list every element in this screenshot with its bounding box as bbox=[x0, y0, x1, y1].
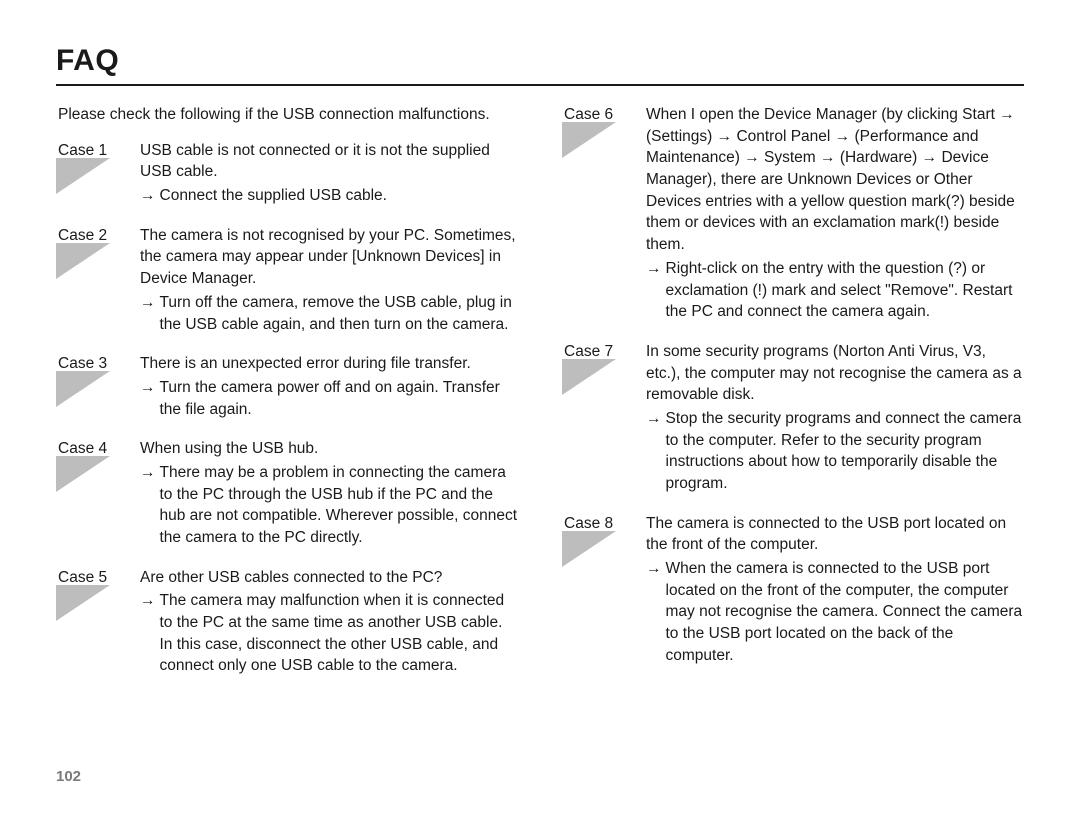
case-action-text: Right-click on the entry with the questi… bbox=[666, 258, 1025, 323]
case-body: USB cable is not connected or it is not … bbox=[140, 140, 518, 207]
case-action: → Connect the supplied USB cable. bbox=[140, 185, 518, 207]
arrow-icon: → bbox=[140, 292, 160, 314]
arrow-icon: → bbox=[646, 408, 666, 430]
case-label-wrap: Case 7 bbox=[562, 341, 634, 363]
case-block: Case 4 When using the USB hub. → There m… bbox=[56, 438, 518, 548]
case-action-text: Turn the camera power off and on again. … bbox=[160, 377, 519, 420]
page-number: 102 bbox=[56, 768, 81, 785]
case-label: Case 1 bbox=[56, 140, 128, 162]
faq-page: FAQ Please check the following if the US… bbox=[0, 0, 1080, 815]
case-triangle-icon bbox=[56, 456, 110, 492]
case-label-wrap: Case 4 bbox=[56, 438, 128, 460]
case-label: Case 4 bbox=[56, 438, 128, 460]
case-label: Case 6 bbox=[562, 104, 634, 126]
case-desc: USB cable is not connected or it is not … bbox=[140, 140, 518, 183]
case-block: Case 7 In some security programs (Norton… bbox=[562, 341, 1024, 495]
case-body: The camera is not recognised by your PC.… bbox=[140, 225, 518, 335]
case-desc: Are other USB cables connected to the PC… bbox=[140, 567, 518, 589]
case-desc: There is an unexpected error during file… bbox=[140, 353, 518, 375]
case-label-wrap: Case 6 bbox=[562, 104, 634, 126]
case-label-wrap: Case 3 bbox=[56, 353, 128, 375]
case-label: Case 5 bbox=[56, 567, 128, 589]
case-block: Case 6 When I open the Device Manager (b… bbox=[562, 104, 1024, 323]
case-action-text: The camera may malfunction when it is co… bbox=[160, 590, 519, 677]
case-action: → Right-click on the entry with the ques… bbox=[646, 258, 1024, 323]
arrow-icon: → bbox=[646, 258, 666, 280]
intro-text: Please check the following if the USB co… bbox=[58, 104, 518, 126]
case-action: → The camera may malfunction when it is … bbox=[140, 590, 518, 677]
case-triangle-icon bbox=[56, 371, 110, 407]
arrow-icon: → bbox=[140, 377, 160, 399]
case-block: Case 8 The camera is connected to the US… bbox=[562, 513, 1024, 667]
case-action-text: Connect the supplied USB cable. bbox=[160, 185, 519, 207]
case-label-wrap: Case 8 bbox=[562, 513, 634, 535]
case-desc: The camera is connected to the USB port … bbox=[646, 513, 1024, 556]
columns-wrap: Please check the following if the USB co… bbox=[56, 104, 1024, 695]
case-triangle-icon bbox=[56, 158, 110, 194]
arrow-icon: → bbox=[646, 558, 666, 580]
case-block: Case 3 There is an unexpected error duri… bbox=[56, 353, 518, 420]
case-desc: When using the USB hub. bbox=[140, 438, 518, 460]
case-label-wrap: Case 2 bbox=[56, 225, 128, 247]
case-block: Case 5 Are other USB cables connected to… bbox=[56, 567, 518, 677]
case-action: → When the camera is connected to the US… bbox=[646, 558, 1024, 666]
case-desc: In some security programs (Norton Anti V… bbox=[646, 341, 1024, 406]
case-action: → There may be a problem in connecting t… bbox=[140, 462, 518, 549]
case-label: Case 3 bbox=[56, 353, 128, 375]
case-action-text: When the camera is connected to the USB … bbox=[666, 558, 1025, 666]
case-body: There is an unexpected error during file… bbox=[140, 353, 518, 420]
case-action: → Turn off the camera, remove the USB ca… bbox=[140, 292, 518, 335]
case-triangle-icon bbox=[562, 531, 616, 567]
case-desc: When I open the Device Manager (by click… bbox=[646, 104, 1024, 256]
case-desc: The camera is not recognised by your PC.… bbox=[140, 225, 518, 290]
case-label: Case 8 bbox=[562, 513, 634, 535]
case-triangle-icon bbox=[562, 122, 616, 158]
arrow-icon: → bbox=[140, 590, 160, 612]
case-label-wrap: Case 1 bbox=[56, 140, 128, 162]
arrow-icon: → bbox=[140, 185, 160, 207]
case-action-text: Stop the security programs and connect t… bbox=[666, 408, 1025, 495]
case-block: Case 2 The camera is not recognised by y… bbox=[56, 225, 518, 335]
case-body: Are other USB cables connected to the PC… bbox=[140, 567, 518, 677]
case-body: The camera is connected to the USB port … bbox=[646, 513, 1024, 667]
arrow-icon: → bbox=[140, 462, 160, 484]
case-action: → Stop the security programs and connect… bbox=[646, 408, 1024, 495]
case-action-text: Turn off the camera, remove the USB cabl… bbox=[160, 292, 519, 335]
case-triangle-icon bbox=[56, 243, 110, 279]
title-rule bbox=[56, 84, 1024, 86]
case-body: When using the USB hub. → There may be a… bbox=[140, 438, 518, 548]
case-label: Case 2 bbox=[56, 225, 128, 247]
left-column: Please check the following if the USB co… bbox=[56, 104, 518, 695]
case-block: Case 1 USB cable is not connected or it … bbox=[56, 140, 518, 207]
case-action-text: There may be a problem in connecting the… bbox=[160, 462, 519, 549]
case-triangle-icon bbox=[562, 359, 616, 395]
page-title: FAQ bbox=[56, 44, 1024, 78]
case-label: Case 7 bbox=[562, 341, 634, 363]
case-action: → Turn the camera power off and on again… bbox=[140, 377, 518, 420]
case-label-wrap: Case 5 bbox=[56, 567, 128, 589]
case-body: When I open the Device Manager (by click… bbox=[646, 104, 1024, 323]
case-triangle-icon bbox=[56, 585, 110, 621]
right-column: Case 6 When I open the Device Manager (b… bbox=[562, 104, 1024, 695]
case-body: In some security programs (Norton Anti V… bbox=[646, 341, 1024, 495]
